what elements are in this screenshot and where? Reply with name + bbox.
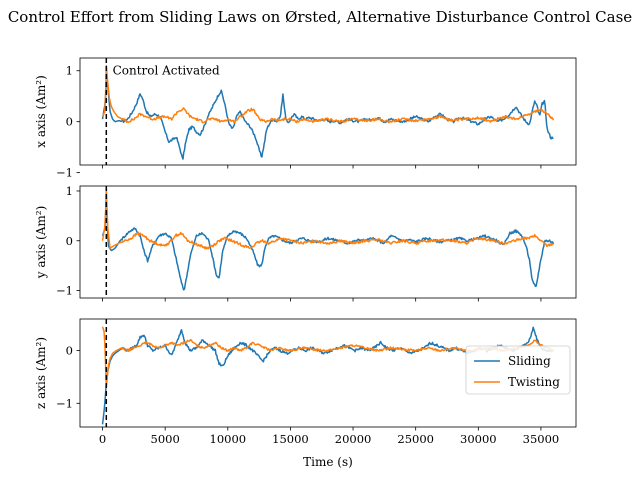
y-tick-label: −1 (56, 284, 73, 298)
axes-frame (79, 185, 577, 299)
y-tick-label: 0 (66, 344, 73, 358)
y-axis-label: z axis (Am²) (34, 337, 48, 409)
axes-frame (79, 57, 577, 166)
x-tick-label: 15000 (272, 432, 309, 446)
x-tick-label: 0 (99, 432, 106, 446)
x-tick-label: 20000 (335, 432, 372, 446)
subplot-2: −1 0 1 y axis (Am²) (34, 184, 577, 302)
x-tick-label: 30000 (460, 432, 497, 446)
y-tick-label: −1 (56, 396, 73, 410)
series-group (101, 187, 555, 291)
control-activated-annotation: Control Activated (113, 64, 220, 78)
y-tick-label: −1 (56, 166, 73, 180)
x-tick-label: 5000 (151, 432, 180, 446)
x-axis-label: Time (s) (303, 455, 353, 469)
x-tick-label: 35000 (523, 432, 560, 446)
subplot-panels: −1 0 1 x axis (Am²) Control Activated −1 0 1 y a… (34, 57, 577, 446)
figure-title: Control Effort from Sliding Laws on Ørst… (8, 8, 632, 26)
y-tick-label: 0 (66, 115, 73, 129)
y-tick-label: 1 (66, 64, 73, 78)
subplot-3: −1 0 0 5000 10000 15000 20000 25000 30000 35000 z … (34, 318, 577, 446)
y-tick-label: 1 (66, 184, 73, 198)
legend: Sliding Twisting (465, 345, 571, 395)
series-line-twisting (101, 64, 555, 124)
y-axis-label: x axis (Am²) (34, 75, 48, 148)
x-tick-label: 25000 (397, 432, 434, 446)
series-group (101, 64, 555, 160)
legend-label-sliding: Sliding (508, 354, 551, 368)
series-line-sliding (101, 195, 555, 291)
x-tick-label: 10000 (210, 432, 247, 446)
legend-label-twisting: Twisting (508, 375, 560, 389)
axes-frame (79, 318, 577, 428)
y-tick-label: 0 (66, 234, 73, 248)
subplot-1: −1 0 1 x axis (Am²) Control Activated (34, 57, 577, 180)
series-line-sliding (101, 76, 554, 160)
series-line-twisting (101, 187, 554, 250)
y-axis-label: y axis (Am²) (34, 206, 48, 280)
